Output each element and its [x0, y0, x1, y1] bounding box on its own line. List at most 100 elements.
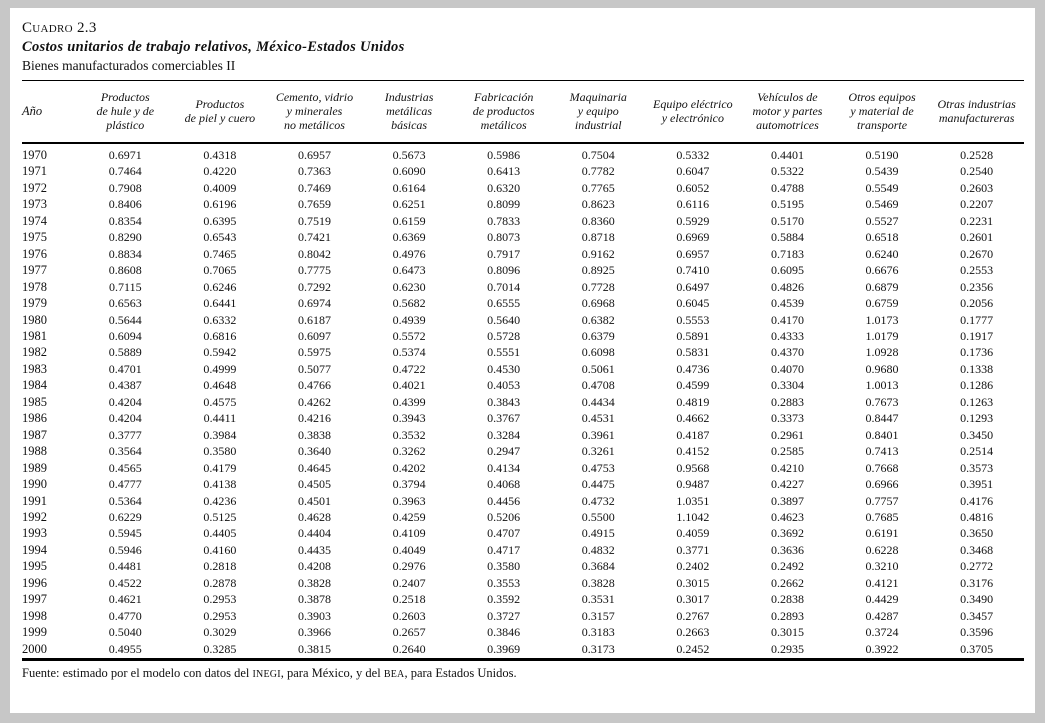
value-cell: 0.8042	[297, 246, 331, 261]
value-cell: 0.4435	[297, 542, 331, 557]
value-cell: 0.4753	[581, 460, 615, 475]
value-cell: 0.5942	[203, 345, 237, 360]
table-row: 1985 0.4204 0.4575 0.4262 0.4399 0.3843 0.4434…	[22, 394, 1024, 410]
value-cell: 0.3450	[960, 427, 994, 442]
unit-labor-costs-table: Año Productos de hule y de plástico Produc…	[22, 81, 1024, 662]
value-cell: 0.4788	[770, 180, 804, 195]
value-cell: 0.8401	[865, 427, 899, 442]
value-cell: 0.4179	[203, 460, 237, 475]
value-cell: 0.2935	[740, 640, 835, 662]
table-row: 1976 0.8834 0.7465 0.8042 0.4976 0.7917 0.9162…	[22, 246, 1024, 262]
value-cell: 0.7183	[770, 246, 804, 261]
value-cell: 0.7673	[865, 394, 899, 409]
value-cell: 1.1042	[676, 509, 710, 524]
value-cell: 0.7410	[676, 263, 710, 278]
table-row: 1984 0.4387 0.4648 0.4766 0.4021 0.4053 0.4708…	[22, 377, 1024, 393]
value-cell: 0.4475	[581, 477, 615, 492]
value-cell: 0.3961	[581, 427, 615, 442]
value-cell: 0.3828	[581, 575, 615, 590]
value-cell: 0.9680	[865, 361, 899, 376]
value-cell: 0.5640	[487, 312, 521, 327]
value-cell: 0.6240	[865, 246, 899, 261]
table-row: 1991 0.5364 0.4236 0.4501 0.3963 0.4456 0.4732…	[22, 493, 1024, 509]
value-cell: 0.2878	[203, 575, 237, 590]
value-cell: 0.5549	[865, 180, 899, 195]
value-cell: 0.3262	[392, 444, 426, 459]
value-cell: 0.3943	[392, 411, 426, 426]
year-cell: 1978	[22, 279, 47, 294]
value-cell: 0.5040	[108, 625, 142, 640]
document-header: Cuadro 2.3 Costos unitarios de trabajo r…	[22, 19, 1024, 81]
value-cell: 0.7065	[203, 263, 237, 278]
value-cell: 0.3692	[770, 526, 804, 541]
value-cell: 0.4826	[770, 279, 804, 294]
value-cell: 0.3531	[581, 592, 615, 607]
table-row: 1981 0.6094 0.6816 0.6097 0.5572 0.5728 0.6379…	[22, 328, 1024, 344]
value-cell: 0.7765	[581, 180, 615, 195]
year-cell: 1990	[22, 477, 47, 492]
value-cell: 0.2452	[645, 640, 741, 662]
value-cell: 0.3684	[581, 559, 615, 574]
value-cell: 0.4717	[487, 542, 521, 557]
value-cell: 0.3017	[676, 592, 710, 607]
value-cell: 0.4401	[770, 148, 804, 162]
value-cell: 0.4777	[108, 477, 142, 492]
value-cell: 0.4236	[203, 493, 237, 508]
value-cell: 0.3903	[297, 608, 331, 623]
value-cell: 0.1263	[960, 394, 994, 409]
value-cell: 0.7833	[487, 213, 521, 228]
value-cell: 0.2818	[203, 559, 237, 574]
value-cell: 0.2640	[361, 640, 457, 662]
year-cell: 1984	[22, 378, 47, 393]
year-cell: 1998	[22, 608, 47, 623]
column-header: Equipo eléctrico y electrónico	[645, 81, 741, 144]
table-row: 1972 0.7908 0.4009 0.7469 0.6164 0.6320 0.7765…	[22, 180, 1024, 196]
year-cell: 1976	[22, 246, 47, 261]
value-cell: 0.8447	[865, 411, 899, 426]
value-cell: 0.5500	[581, 509, 615, 524]
value-cell: 0.5945	[108, 526, 142, 541]
value-cell: 0.4187	[676, 427, 710, 442]
value-cell: 0.4722	[392, 361, 426, 376]
value-cell: 0.4732	[581, 493, 615, 508]
year-cell: 1995	[22, 559, 47, 574]
value-cell: 0.4049	[392, 542, 426, 557]
year-cell: 1980	[22, 312, 47, 327]
value-cell: 0.4999	[203, 361, 237, 376]
value-cell: 0.5332	[676, 148, 710, 162]
value-cell: 0.5195	[770, 197, 804, 212]
source-acronym: INEGI	[252, 669, 281, 681]
year-cell: 1987	[22, 427, 47, 442]
value-cell: 0.2231	[960, 213, 994, 228]
value-cell: 0.5644	[108, 312, 142, 327]
source-text: , para Estados Unidos.	[404, 666, 517, 681]
value-cell: 0.6759	[865, 296, 899, 311]
value-cell: 0.5206	[487, 509, 521, 524]
value-cell: 0.2056	[960, 296, 994, 311]
value-cell: 0.3015	[770, 625, 804, 640]
value-cell: 0.3922	[834, 640, 930, 662]
value-cell: 0.3210	[865, 559, 899, 574]
value-cell: 0.5975	[297, 345, 331, 360]
year-cell: 1981	[22, 328, 47, 343]
value-cell: 0.5077	[297, 361, 331, 376]
value-cell: 0.3966	[297, 625, 331, 640]
year-cell: 1979	[22, 296, 47, 311]
value-cell: 0.6196	[203, 197, 237, 212]
value-cell: 0.7413	[865, 444, 899, 459]
value-cell: 0.2961	[770, 427, 804, 442]
value-cell: 0.5682	[392, 296, 426, 311]
value-cell: 0.4708	[581, 378, 615, 393]
value-cell: 0.4220	[203, 164, 237, 179]
value-cell: 0.3846	[487, 625, 521, 640]
column-header: Vehículos de motor y partes automotrices	[740, 81, 835, 144]
value-cell: 0.2553	[960, 263, 994, 278]
value-cell: 0.4976	[392, 246, 426, 261]
value-cell: 0.5946	[108, 542, 142, 557]
column-header: Otras industrias manufactureras	[929, 81, 1024, 144]
value-cell: 0.4227	[770, 477, 804, 492]
value-cell: 0.6676	[865, 263, 899, 278]
year-cell: 1985	[22, 394, 47, 409]
value-cell: 0.4262	[297, 394, 331, 409]
year-cell: 1983	[22, 361, 47, 376]
